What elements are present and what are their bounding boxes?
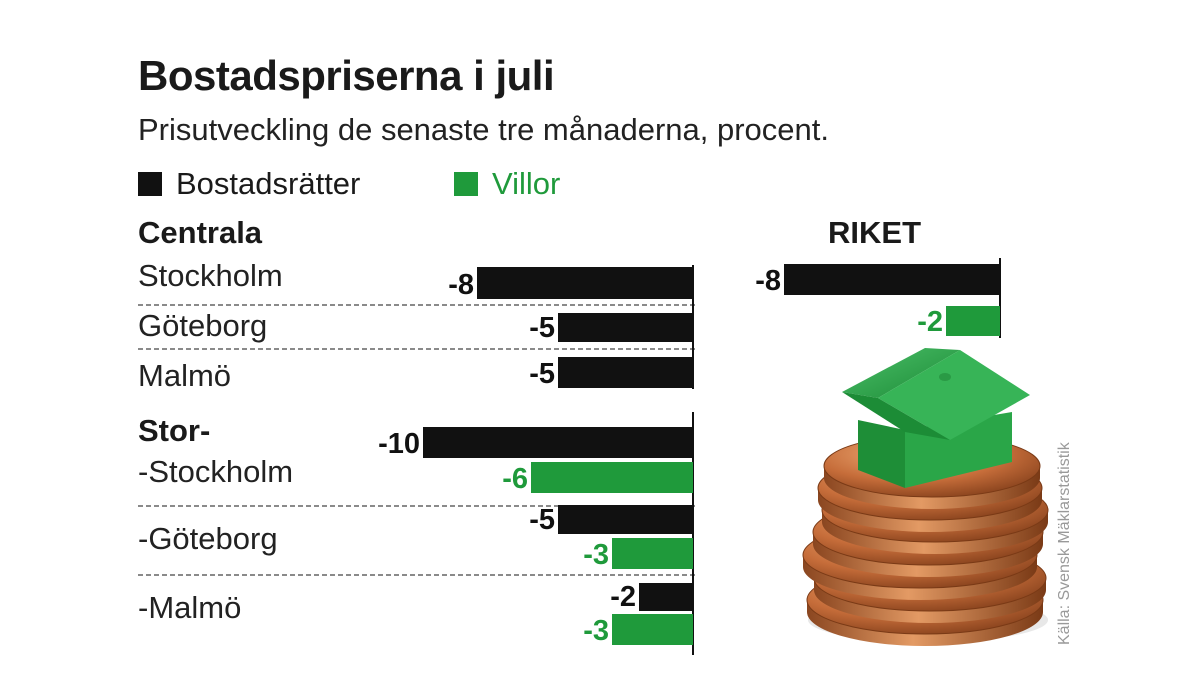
value-label-stor-malmo-bostadsratter: -2 [610, 581, 636, 613]
value-label-riket-villor: -2 [917, 306, 943, 338]
legend-swatch-bostadsratter [138, 172, 162, 196]
bar-stor-malmo-villor [612, 614, 693, 645]
row-label-stor-malmo: -Malmö [138, 590, 242, 625]
value-label-stor-goteborg-villor: -3 [583, 539, 609, 571]
bar-centrala-malmo-bostadsratter [558, 357, 693, 388]
row-label-malmo: Malmö [138, 358, 232, 393]
row-label-stockholm: Stockholm [138, 258, 283, 293]
coins-house-image [802, 348, 1049, 646]
bar-centrala-stockholm-bostadsratter [477, 267, 693, 299]
bar-stor-goteborg-villor [612, 538, 693, 569]
bars [423, 264, 1000, 645]
value-label-stor-malmo-villor: -3 [583, 615, 609, 647]
legend-label-villor: Villor [492, 166, 561, 201]
value-label-stor-goteborg-bostadsratter: -5 [529, 504, 555, 536]
bar-stor-malmo-bostadsratter [639, 583, 693, 611]
section-title-riket: RIKET [828, 215, 921, 250]
legend-item-villor: Villor [454, 166, 560, 202]
row-label-goteborg: Göteborg [138, 308, 268, 343]
value-label-centrala-malmo-bostadsratter: -5 [529, 358, 555, 390]
bar-stor-goteborg-bostadsratter [558, 505, 693, 534]
section-title-centrala: Centrala [138, 215, 263, 250]
bar-stor-stockholm-villor [531, 462, 693, 493]
value-label-centrala-stockholm-bostadsratter: -8 [448, 269, 474, 301]
bar-stor-stockholm-bostadsratter [423, 427, 693, 458]
value-label-centrala-goteborg-bostadsratter: -5 [529, 312, 555, 344]
bar-riket-villor [946, 306, 1000, 336]
legend-label-bostadsratter: Bostadsrätter [176, 166, 361, 201]
value-label-stor-stockholm-bostadsratter: -10 [378, 428, 420, 460]
section-title-stor: Stor- [138, 413, 211, 448]
value-label-riket-bostadsratter: -8 [755, 265, 781, 297]
legend-item-bostadsratter: Bostadsrätter [138, 166, 360, 202]
value-labels: -8-5-5-10-6-5-3-2-3-8-2 [378, 265, 943, 647]
source-text: Källa: Svensk Mäklarstatistik [1056, 442, 1073, 645]
value-label-stor-stockholm-villor: -6 [502, 463, 528, 495]
legend-swatch-villor [454, 172, 478, 196]
bar-centrala-goteborg-bostadsratter [558, 313, 693, 342]
chart-subtitle: Prisutveckling de senaste tre månaderna,… [138, 112, 829, 147]
row-label-stor-stockholm: -Stockholm [138, 454, 294, 489]
chart-title: Bostadspriserna i juli [138, 52, 555, 99]
bar-riket-bostadsratter [784, 264, 1000, 295]
row-label-stor-goteborg: -Göteborg [138, 521, 278, 556]
